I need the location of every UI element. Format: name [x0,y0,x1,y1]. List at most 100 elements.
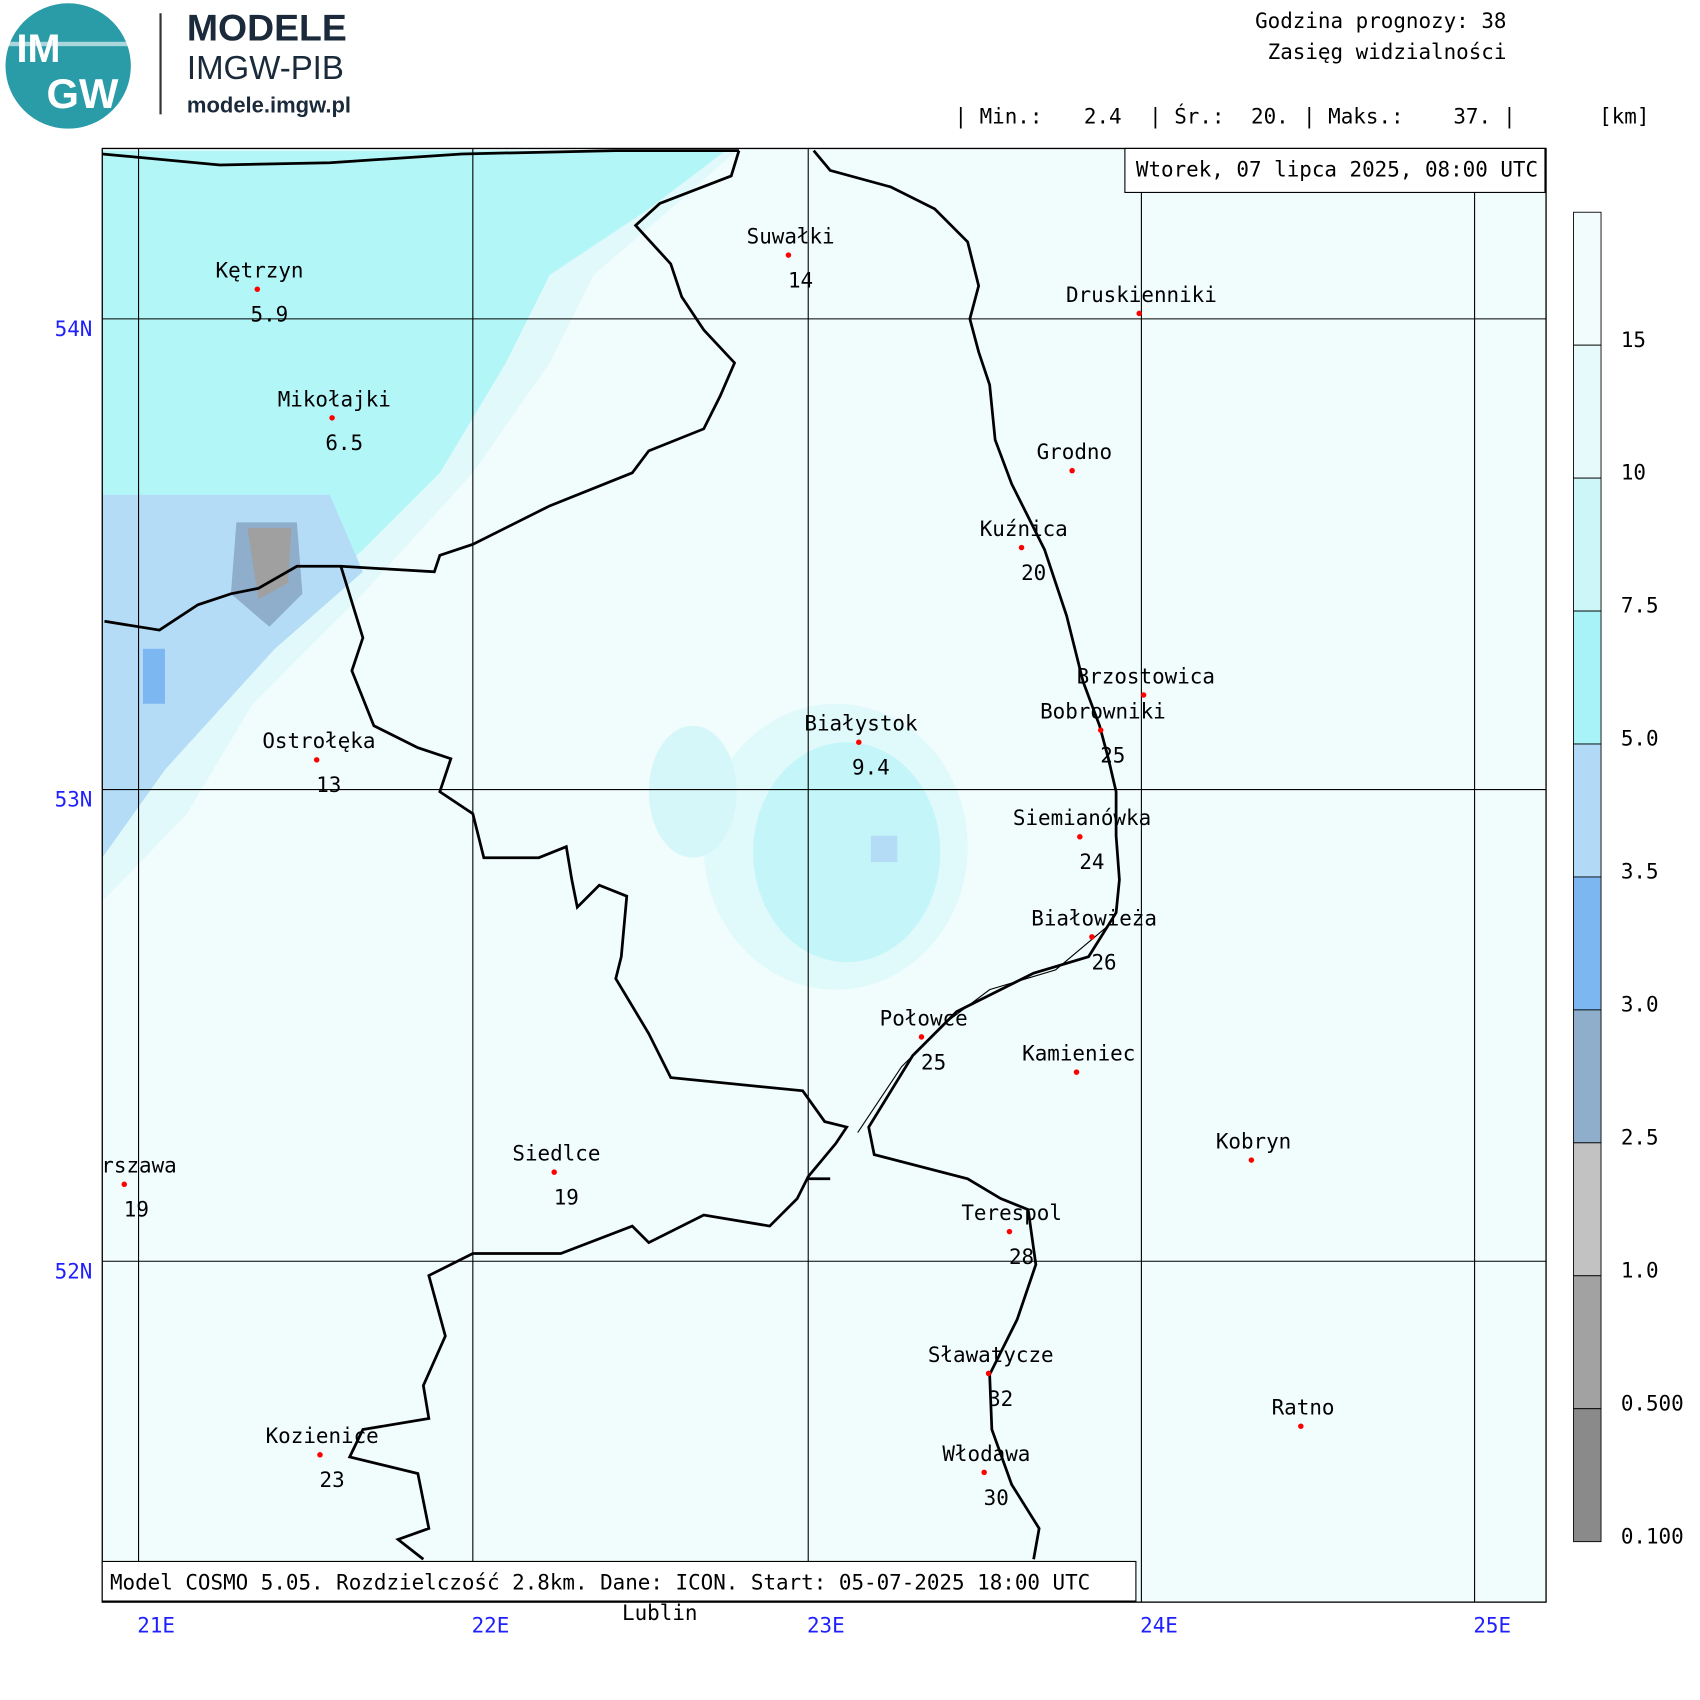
legend-swatch [1573,1275,1602,1410]
city-dot [1298,1423,1304,1429]
city-name: Suwałki [747,225,835,249]
latitude-label: 52N [55,1259,93,1283]
city-dot [918,1034,925,1040]
city-dot [121,1181,128,1188]
city-name: Ratno [1272,1396,1335,1420]
city-dot [1089,934,1095,940]
city-dot [1097,727,1104,733]
city-name: Siemianówka [1013,806,1151,830]
city-name: Kobryn [1216,1129,1291,1153]
map: Kętrzyn 5.9 Suwałki 14 Druskienniki Mikołajki… [76,148,1547,1603]
legend-swatch [1573,876,1602,1011]
unit: [km] [1599,105,1649,129]
city-dot [785,252,792,258]
latitude-label: 53N [55,788,93,812]
field-name: Zasięg widzialności [1268,40,1507,64]
longitude-label: 25E [1473,1613,1511,1637]
city-dot [1069,467,1075,474]
date-box [1124,147,1546,193]
stat-label: | Maks.: [1303,105,1404,130]
city-name: Kozienice [266,1424,379,1448]
legend-swatch [1573,1009,1602,1144]
legend-label: 10 [1621,461,1646,485]
city-dot [329,415,335,421]
longitude-label: 21E [137,1613,175,1637]
city-dot [1136,310,1142,317]
city-dot [985,1370,992,1377]
stat-value: 20. [1251,105,1289,129]
stat-value: 37. [1453,105,1491,129]
legend: 15 10 7.5 5.0 3.5 3.0 2.5 1.0 0.500 0.100 [1573,211,1684,1548]
city-name: Terespol [961,1201,1062,1225]
city-value: 5.9 [251,303,289,327]
city-value: 20 [1021,561,1046,585]
city-name: Białystok [804,712,918,736]
city-name: Kętrzyn [216,259,304,283]
city-value: 19 [554,1186,579,1210]
city-name: Sławatycze [928,1343,1054,1367]
city-name: Mikołajki [278,387,391,411]
city-name: Ostrołęka [262,729,375,753]
footer-box [101,1560,1137,1602]
footer: Model COSMO 5.05. Rozdzielczość 2.8km. D… [110,1570,1090,1594]
legend-swatch [1573,743,1602,878]
city-name: Siedlce [512,1142,600,1166]
city-value: 6.5 [325,431,363,455]
city-name: Włodawa [942,1442,1030,1466]
city-dot [1140,692,1147,698]
legend-label: 3.5 [1621,860,1659,884]
city-name: Białowieża [1031,906,1157,930]
logo-text: IM [17,27,61,71]
city-value: 30 [984,1486,1009,1510]
city-value: 23 [320,1468,345,1492]
brand-title: MODELE [187,7,347,49]
legend-label: 2.5 [1621,1125,1659,1149]
city-value: 32 [988,1387,1013,1411]
legend-label: 15 [1621,328,1646,352]
city-value: 25 [921,1050,946,1074]
stat-end: | [1503,105,1516,130]
legend-label: 0.100 [1621,1524,1684,1548]
legend-label: 5.0 [1621,727,1659,751]
city-value: 28 [1009,1245,1034,1269]
map-frame [101,147,1547,1603]
stat-label: | Min.: [954,105,1042,130]
city-value: 25 [1100,744,1125,768]
legend-swatch [1573,610,1602,745]
longitude-label: 22E [472,1613,510,1637]
city-value: 19 [124,1198,149,1222]
legend-swatch [1573,1408,1602,1543]
city-dot [1018,544,1025,551]
place-label: Lublin [622,1601,697,1625]
city-name: Druskienniki [1066,283,1217,307]
city-name: Połowce [880,1006,968,1030]
logo-circle [5,3,131,129]
city-value: 9.4 [852,756,890,780]
logo: IM GW MODELE IMGW-PIB modele.imgw.pl [5,3,351,129]
brand-url: modele.imgw.pl [187,92,351,117]
city-dot [1077,834,1083,840]
city-name: Warszawa [76,1154,177,1178]
longitude-label: 23E [807,1613,845,1637]
city-name: Kamieniec [1022,1042,1135,1066]
legend-label: 0.500 [1621,1391,1684,1415]
city-dot [551,1169,557,1175]
city-value: 13 [316,773,341,797]
legend-swatch [1573,477,1602,612]
city-dot [981,1469,987,1476]
longitude-label: 24E [1140,1613,1178,1637]
city-name: Bobrowniki [1040,700,1166,724]
city-name: Grodno [1037,440,1112,464]
city-value: 26 [1091,950,1116,974]
logo-text: GW [47,70,119,117]
legend-swatch [1573,344,1602,479]
city-dot [1248,1157,1255,1163]
city-dot [254,286,261,292]
forecast-hour: Godzina prognozy: 38 [1255,9,1506,33]
city-dot [313,757,320,763]
city-dot [317,1452,323,1458]
city-value: 24 [1079,850,1104,874]
legend-label: 7.5 [1621,594,1659,618]
city-dot [1006,1228,1013,1235]
